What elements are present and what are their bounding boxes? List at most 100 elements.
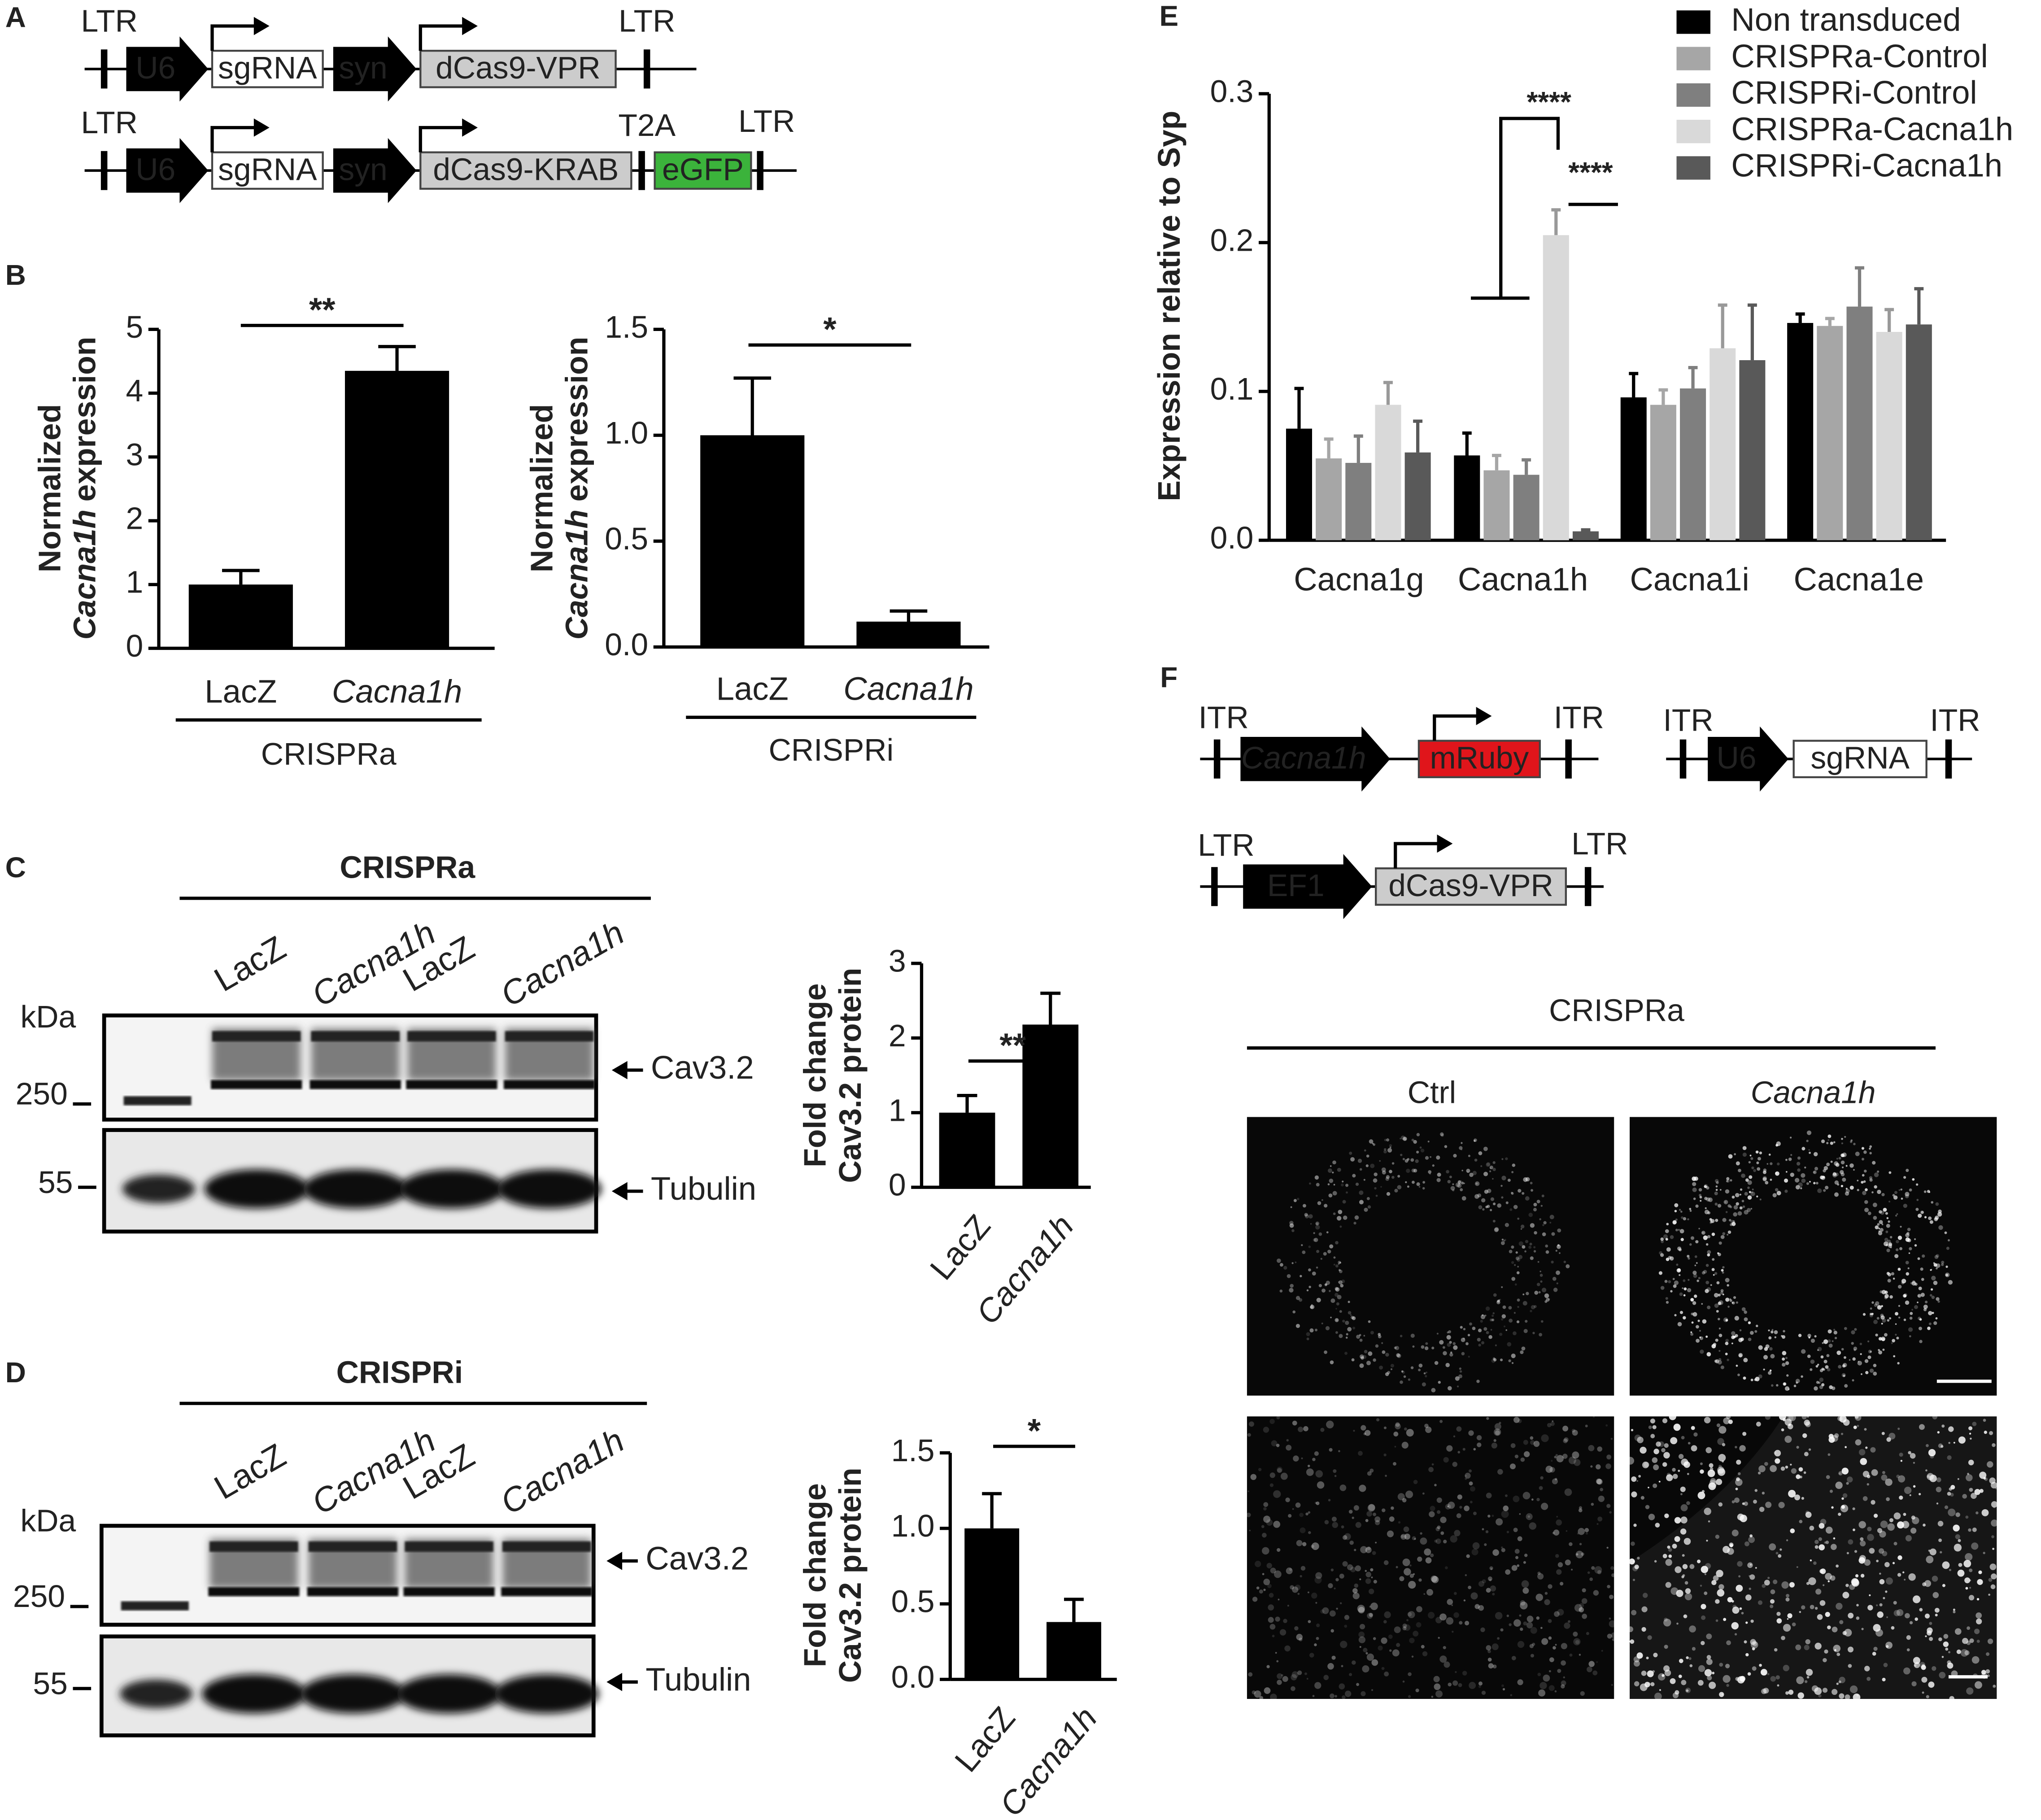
element-label: sgRNA: [218, 152, 317, 187]
puncta: [1724, 1201, 1727, 1203]
puncta: [1505, 1569, 1511, 1575]
puncta: [1308, 1511, 1311, 1514]
puncta: [1828, 1343, 1833, 1348]
puncta: [1356, 1334, 1361, 1339]
puncta: [1383, 1620, 1387, 1624]
puncta: [1461, 1352, 1465, 1356]
puncta: [1706, 1197, 1710, 1202]
puncta: [1897, 1555, 1902, 1560]
puncta: [1523, 1440, 1528, 1445]
puncta: [1673, 1424, 1681, 1431]
puncta: [1827, 1625, 1831, 1629]
puncta: [1741, 1611, 1744, 1615]
puncta: [1768, 1371, 1772, 1375]
puncta: [1834, 1433, 1839, 1438]
puncta: [1458, 1374, 1462, 1379]
puncta: [1633, 1560, 1635, 1563]
puncta: [1299, 1637, 1303, 1641]
puncta: [1705, 1447, 1712, 1454]
puncta: [1448, 1682, 1452, 1687]
puncta: [1918, 1214, 1922, 1218]
marker-label: 55: [38, 1165, 73, 1200]
puncta: [1530, 1256, 1534, 1260]
puncta: [1765, 1181, 1769, 1184]
puncta: [1969, 1432, 1971, 1435]
puncta: [1701, 1604, 1706, 1610]
puncta: [1745, 1621, 1748, 1624]
puncta: [1315, 1470, 1323, 1478]
y-tick-label: 0.5: [891, 1584, 935, 1619]
puncta: [1463, 1182, 1465, 1184]
puncta: [1914, 1244, 1917, 1247]
puncta: [1600, 1488, 1604, 1491]
puncta: [1869, 1368, 1874, 1373]
puncta: [1845, 1188, 1848, 1190]
puncta: [1497, 1299, 1500, 1303]
puncta: [1893, 1195, 1898, 1200]
puncta: [1556, 1519, 1562, 1526]
element-box: [419, 50, 617, 88]
puncta: [1637, 1556, 1640, 1560]
puncta: [1655, 1523, 1660, 1528]
puncta: [1517, 1306, 1519, 1308]
puncta: [1610, 1437, 1613, 1440]
puncta: [1255, 1560, 1261, 1567]
puncta: [1785, 1361, 1789, 1365]
puncta: [1680, 1486, 1686, 1492]
puncta: [1345, 1320, 1349, 1325]
puncta: [1468, 1355, 1470, 1358]
puncta: [1788, 1489, 1796, 1498]
puncta: [1882, 1348, 1885, 1351]
puncta: [1692, 1312, 1697, 1317]
puncta: [1358, 1451, 1363, 1456]
puncta: [1801, 1147, 1806, 1151]
puncta: [1531, 1498, 1534, 1501]
bar: [1513, 475, 1539, 540]
puncta: [1865, 1371, 1869, 1375]
puncta: [1725, 1319, 1728, 1322]
puncta: [1876, 1559, 1879, 1563]
puncta: [1965, 1587, 1968, 1590]
puncta: [1902, 1571, 1905, 1574]
puncta: [1411, 1655, 1414, 1658]
puncta: [1804, 1419, 1810, 1426]
puncta: [1916, 1183, 1919, 1186]
puncta: [1644, 1462, 1649, 1467]
puncta: [1905, 1261, 1909, 1265]
puncta: [1795, 1644, 1801, 1650]
puncta: [1750, 1378, 1753, 1381]
puncta: [1264, 1687, 1271, 1694]
puncta: [1252, 1597, 1258, 1602]
puncta: [1675, 1218, 1678, 1221]
puncta: [1756, 1195, 1758, 1197]
puncta: [1886, 1248, 1890, 1253]
puncta: [1306, 1678, 1308, 1680]
puncta: [1310, 1305, 1315, 1309]
protein-label: Cav3.2: [645, 1541, 749, 1577]
puncta: [1301, 1457, 1303, 1459]
puncta: [1814, 1540, 1819, 1544]
puncta: [1684, 1593, 1692, 1601]
puncta: [1489, 1167, 1492, 1169]
puncta: [1452, 1189, 1455, 1192]
puncta: [1397, 1185, 1402, 1190]
puncta: [1567, 1620, 1570, 1623]
puncta: [1288, 1514, 1292, 1518]
puncta: [1751, 1166, 1754, 1170]
puncta: [1882, 1551, 1888, 1556]
puncta: [1519, 1614, 1522, 1617]
puncta: [1472, 1542, 1480, 1550]
puncta: [1891, 1272, 1894, 1276]
puncta: [1315, 1328, 1318, 1332]
puncta: [1315, 1222, 1319, 1226]
puncta: [1860, 1540, 1866, 1546]
puncta: [1764, 1347, 1768, 1351]
puncta: [1647, 1682, 1651, 1686]
puncta: [1438, 1380, 1441, 1384]
puncta: [1393, 1431, 1399, 1437]
puncta: [1856, 1694, 1859, 1697]
puncta: [1480, 1319, 1483, 1323]
puncta: [1875, 1301, 1880, 1306]
puncta: [1957, 1569, 1965, 1577]
puncta: [1680, 1516, 1688, 1524]
